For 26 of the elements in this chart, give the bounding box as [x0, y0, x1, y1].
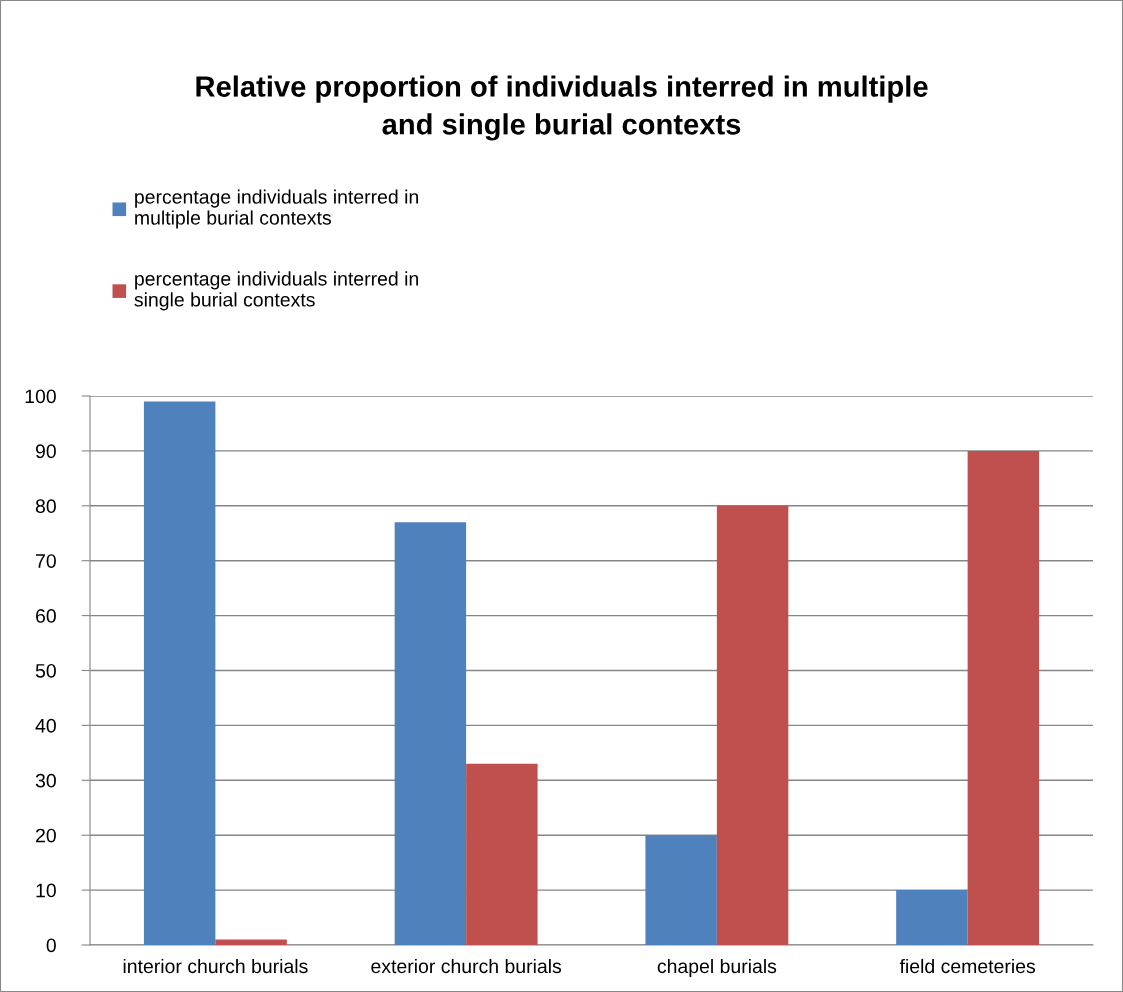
- y-tick-label: 60: [36, 609, 56, 623]
- bar: [967, 450, 1040, 945]
- x-tick-label: exterior church burials: [371, 958, 562, 974]
- y-tick-label: 30: [35, 773, 56, 788]
- chart-title: Relative proportion of individuals interred in multiple and single burial contexts: [196, 75, 928, 141]
- y-tick-label: 100: [25, 389, 56, 404]
- y-tick-label: 90: [35, 444, 56, 459]
- y-tick-label: 0: [46, 938, 56, 953]
- bar: [215, 939, 287, 945]
- legend-label: percentage individuals interred in single burial contexts: [134, 271, 418, 311]
- y-tick-label: 50: [35, 663, 56, 678]
- y-tick-label: 10: [36, 883, 56, 898]
- bar: [394, 522, 467, 945]
- x-tick-label: interior church burials: [123, 958, 308, 974]
- bar: [716, 505, 789, 945]
- x-tick-label: chapel burials: [657, 958, 777, 978]
- legend-label: percentage individuals interred in multiple burial contexts: [135, 189, 418, 229]
- bar: [645, 835, 717, 945]
- bar: [143, 401, 216, 945]
- bar: [466, 763, 538, 945]
- y-tick-label: 40: [35, 718, 56, 733]
- x-tick-label: field cemeteries: [899, 958, 1036, 974]
- bar: [896, 890, 968, 945]
- y-tick-label: 70: [36, 554, 56, 568]
- y-tick-label: 80: [35, 499, 56, 514]
- y-tick-label: 20: [36, 828, 56, 843]
